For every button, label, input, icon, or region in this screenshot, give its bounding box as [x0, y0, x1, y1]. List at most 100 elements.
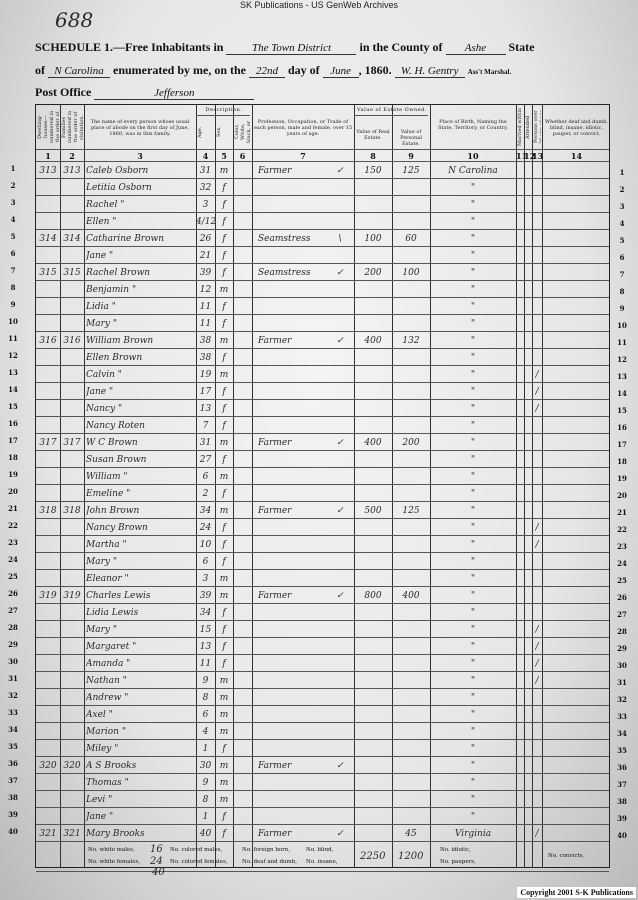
cell-birth: ": [470, 438, 476, 448]
column-divider: [196, 105, 197, 867]
header-line-3: Post Office Jefferson: [35, 85, 255, 100]
line-number-right: 35: [617, 746, 627, 755]
cell-dwelling: 316: [39, 336, 57, 346]
cell-birth: ": [470, 200, 476, 210]
cell-name: Miley ": [86, 744, 119, 754]
cell-birth: ": [470, 625, 476, 635]
cell-occupation: Seamstress: [258, 268, 311, 278]
column-header-11: Married within the year.: [517, 107, 523, 147]
cell-name: Mary ": [86, 625, 117, 635]
cell-name: Caleb Osborn: [86, 166, 149, 176]
cell-sex: f: [222, 557, 226, 567]
line-number-left: 28: [8, 623, 18, 632]
cell-sex: m: [219, 795, 229, 805]
cell-occupation: Farmer: [258, 438, 292, 448]
cell-sex: f: [222, 523, 226, 533]
cell-age: 11: [199, 319, 212, 329]
column-divider: [354, 105, 355, 867]
row-line: [36, 569, 609, 570]
cell-name: Lidia ": [86, 302, 116, 312]
cell-age: 1: [202, 812, 209, 822]
cell-sex: m: [219, 166, 229, 176]
cell-age: 31: [199, 166, 212, 176]
line-number-left: 2: [10, 181, 16, 190]
cell-dwelling: 313: [39, 166, 57, 176]
cell-check: ✓: [336, 761, 344, 771]
cell-birth: ": [470, 336, 476, 346]
cell-birth: ": [470, 489, 476, 499]
column-divider: [392, 105, 393, 867]
line-number-right: 19: [617, 474, 627, 483]
line-number-left: 20: [8, 487, 18, 496]
cell-sex: f: [222, 455, 226, 465]
footer-white-females: 24: [150, 856, 163, 867]
line-number-left: 23: [8, 538, 18, 547]
column-number-divider: [36, 149, 609, 150]
line-number-right: 38: [617, 797, 627, 806]
month-field: June: [322, 65, 359, 78]
cell-name: Emeline ": [86, 489, 131, 499]
footer-white-males: 16: [150, 844, 163, 855]
row-line: [36, 331, 609, 332]
cell-name: Jane ": [86, 812, 114, 822]
row-line: [36, 348, 609, 349]
row-line: [36, 705, 609, 706]
line-number-left: 31: [8, 674, 18, 683]
line-number-right: 13: [617, 372, 627, 381]
cell-birth: ": [470, 421, 476, 431]
cell-age: 6: [202, 557, 209, 567]
line-number-right: 24: [617, 559, 627, 568]
cell-age: 32: [199, 183, 212, 193]
column-number-7: 7: [300, 151, 306, 161]
cell-real: 150: [364, 166, 382, 176]
cell-mark: /: [535, 642, 539, 652]
column-divider: [233, 105, 234, 867]
cell-age: 11: [199, 659, 212, 669]
column-number-1: 1: [45, 151, 51, 161]
line-number-right: 30: [617, 661, 627, 670]
row-line: [36, 467, 609, 468]
copyright: Copyright 2001 S-K Publications: [517, 887, 636, 898]
cell-birth: ": [470, 319, 476, 329]
cell-name: Calvin ": [86, 370, 122, 380]
cell-sex: f: [222, 659, 226, 669]
post-office-field: Jefferson: [94, 87, 255, 100]
line-number-right: 34: [617, 729, 627, 738]
of-label: of: [35, 63, 45, 77]
cell-sex: m: [219, 506, 229, 516]
cell-birth: ": [470, 642, 476, 652]
county-label: in the County of: [359, 40, 443, 54]
cell-age: 8: [202, 693, 209, 703]
cell-sex: m: [219, 778, 229, 788]
cell-age: 8: [202, 795, 209, 805]
cell-age: 19: [199, 370, 212, 380]
cell-personal: 45: [405, 829, 417, 839]
row-line: [36, 450, 609, 451]
cell-name: Catharine Brown: [86, 234, 165, 244]
day-field: 22nd: [248, 65, 285, 78]
row-line: [36, 178, 609, 179]
page-number: 688: [55, 8, 94, 32]
cell-age: 13: [199, 642, 212, 652]
year: , 1860.: [358, 63, 392, 77]
cell-name: Marion ": [86, 727, 126, 737]
cell-mark: /: [535, 540, 539, 550]
cell-age: 15: [199, 625, 212, 635]
cell-birth: ": [470, 608, 476, 618]
cell-birth: ": [470, 404, 476, 414]
cell-age: 30: [199, 761, 212, 771]
cell-real: 400: [364, 438, 382, 448]
cell-sex: m: [219, 727, 229, 737]
cell-birth: ": [470, 183, 476, 193]
row-line: [36, 586, 609, 587]
row-line: [36, 603, 609, 604]
line-number-right: 31: [617, 678, 627, 687]
cell-birth: ": [470, 574, 476, 584]
line-number-left: 12: [8, 351, 18, 360]
line-number-left: 40: [8, 827, 18, 836]
cell-sex: m: [219, 710, 229, 720]
cell-birth: ": [470, 812, 476, 822]
line-number-right: 17: [617, 440, 627, 449]
line-number-left: 18: [8, 453, 18, 462]
cell-dwelling: 321: [39, 829, 57, 839]
